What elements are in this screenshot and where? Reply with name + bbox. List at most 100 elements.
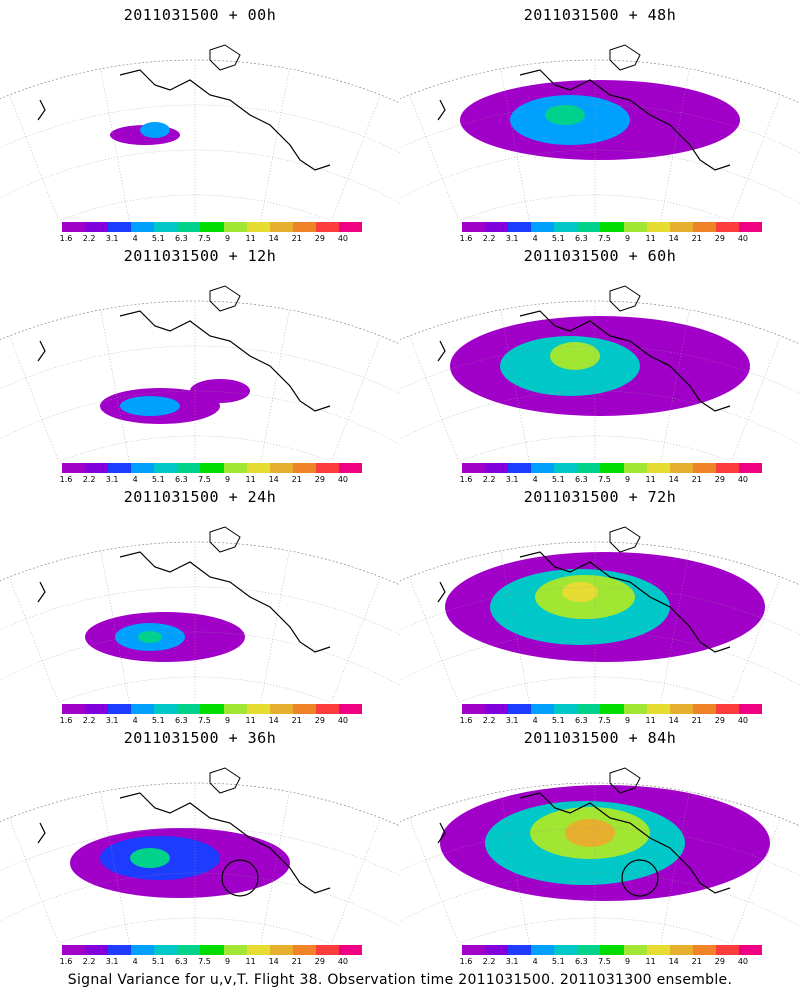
colorbar-swatch: [338, 222, 363, 232]
colorbar-swatch: [108, 463, 132, 473]
colorbar-swatch: [338, 704, 363, 714]
latitude-line: [0, 586, 400, 635]
panel-title: 2011031500 + 60h: [523, 247, 677, 265]
colorbar-tick-label: 4: [132, 234, 138, 243]
colorbar-swatch: [669, 704, 693, 714]
variance-contour: [140, 122, 170, 138]
colorbar-swatch: [554, 704, 578, 714]
colorbar-swatch: [131, 704, 155, 714]
colorbar-swatch: [292, 945, 316, 955]
polar-map: [400, 44, 800, 220]
colorbar-tick-label: 2.2: [482, 957, 496, 966]
latitude-line: [0, 104, 400, 153]
arctic-island-outline: [209, 526, 241, 553]
arctic-island-outline: [209, 285, 241, 312]
colorbar-swatch: [462, 222, 486, 232]
colorbar-ticks: 1.6 2.2 3.1 4 5.1 6.3 7.5 9 11 14 21 29 40: [460, 475, 762, 485]
colorbar-swatch: [315, 463, 339, 473]
colorbar-swatch: [154, 463, 178, 473]
colorbar-tick-label: 3.1: [505, 475, 519, 484]
polar-map: [0, 767, 400, 943]
colorbar-tick-label: 7.5: [198, 234, 211, 243]
colorbar-tick-label: 40: [337, 716, 349, 725]
colorbar-swatch: [715, 704, 739, 714]
colorbar-ticks: 1.6 2.2 3.1 4 5.1 6.3 7.5 9 11 14 21 29 40: [60, 957, 362, 967]
variance-contour: [550, 342, 600, 370]
coastline-west: [437, 340, 446, 362]
colorbar-ticks: 1.6 2.2 3.1 4 5.1 6.3 7.5 9 11 14 21 29 40: [60, 475, 362, 485]
colorbar-swatch: [646, 704, 670, 714]
coastline: [119, 792, 331, 894]
colorbar-swatch: [508, 222, 532, 232]
colorbar-swatch: [223, 945, 247, 955]
colorbar-tick-label: 5.1: [551, 716, 565, 725]
colorbar-swatch: [108, 222, 132, 232]
colorbar-swatch: [508, 945, 532, 955]
observation-circle: [621, 859, 659, 897]
forecast-panel: 2011031500 + 60h 1.6 2.2 3.1 4 5.1 6.3 7.5 9 11 14…: [400, 241, 800, 486]
colorbar-swatch: [577, 463, 601, 473]
colorbar-swatch: [508, 463, 532, 473]
figure-caption: Signal Variance for u,v,T. Flight 38. Ob…: [67, 972, 733, 988]
coastline-west: [437, 581, 446, 603]
arctic-island-outline: [609, 767, 641, 794]
colorbar-tick-label: 2.2: [82, 475, 96, 484]
colorbar-tick-label: 9: [624, 957, 631, 966]
latitude-line: [400, 872, 800, 927]
arctic-island-outline: [609, 526, 641, 553]
colorbar-swatch: [577, 945, 601, 955]
longitude-line: [409, 817, 459, 943]
colorbar-tick-label: 4: [532, 957, 538, 966]
colorbar-swatch: [485, 704, 509, 714]
colorbar-swatch: [292, 222, 316, 232]
colorbar-swatch: [669, 463, 693, 473]
colorbar-swatch: [246, 463, 270, 473]
panel-title: 2011031500 + 72h: [523, 488, 677, 506]
latitude-line: [400, 390, 800, 445]
longitude-line: [731, 335, 781, 461]
colorbar-swatch: [692, 222, 716, 232]
colorbar-tick-label: 40: [337, 234, 349, 243]
colorbar-swatch: [131, 222, 155, 232]
colorbar-swatch: [738, 704, 763, 714]
coastline-west: [437, 99, 446, 121]
colorbar-swatch: [600, 704, 624, 714]
variance-field: [445, 552, 765, 662]
colorbar-tick-label: 1.6: [459, 957, 473, 966]
colorbar-tick-label: 9: [224, 957, 231, 966]
longitude-line: [731, 817, 781, 943]
observation-circle: [221, 859, 259, 897]
colorbar-tick-label: 4: [532, 716, 538, 725]
colorbar-swatch: [738, 222, 763, 232]
coastline: [119, 69, 331, 171]
colorbar-swatch: [85, 463, 109, 473]
colorbar-tick-label: 21: [691, 234, 702, 243]
colorbar-tick-label: 6.3: [175, 716, 188, 725]
colorbar-swatch: [223, 463, 247, 473]
latitude-line: [400, 586, 800, 635]
colorbar-swatch: [269, 704, 293, 714]
colorbar-tick-label: 6.3: [175, 957, 188, 966]
colorbar-swatch: [62, 704, 86, 714]
colorbar-swatch: [338, 463, 363, 473]
variance-contour: [545, 105, 585, 125]
longitude-line: [731, 576, 781, 702]
colorbar-swatch: [62, 945, 86, 955]
colorbar-tick-label: 6.3: [575, 475, 588, 484]
longitude-line: [331, 817, 381, 943]
colorbar-swatch: [715, 463, 739, 473]
coastline: [519, 69, 731, 171]
colorbar-swatch: [108, 945, 132, 955]
colorbar-tick-label: 29: [314, 957, 325, 966]
colorbar-tick-label: 29: [314, 234, 325, 243]
colorbar-tick-label: 14: [268, 475, 279, 484]
colorbar-tick-label: 7.5: [598, 234, 611, 243]
colorbar-tick-label: 2.2: [82, 234, 96, 243]
colorbar-swatch: [177, 704, 201, 714]
colorbar-swatch: [154, 704, 178, 714]
colorbar-swatch: [669, 945, 693, 955]
colorbar-tick-label: 4: [132, 716, 138, 725]
colorbar-tick-label: 1.6: [459, 716, 473, 725]
colorbar-swatch: [177, 463, 201, 473]
colorbar-swatch: [462, 463, 486, 473]
